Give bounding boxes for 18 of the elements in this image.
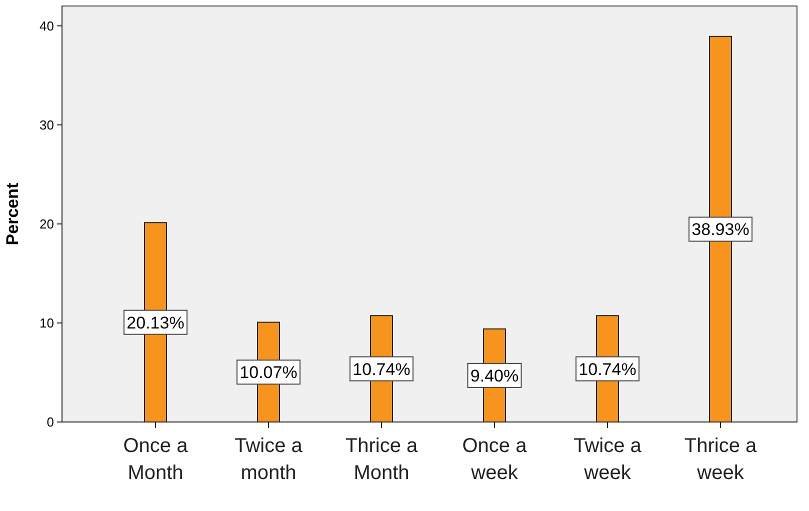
y-axis-title: Percent <box>3 182 22 246</box>
y-tick-label: 20 <box>40 216 54 232</box>
x-tick-label: Thrice a Month <box>345 435 418 484</box>
y-tick-label: 30 <box>40 117 54 132</box>
data-label: 10.07% <box>240 363 298 382</box>
x-tick-label: Twice a week <box>574 435 642 484</box>
x-tick-label: Once a Month <box>123 435 189 484</box>
y-tick-label: 0 <box>46 414 54 430</box>
data-label: 10.74% <box>578 360 636 379</box>
y-tick-label: 10 <box>40 316 54 330</box>
x-tick-label: Thrice a week <box>684 435 758 484</box>
data-label: 9.40% <box>470 366 519 386</box>
y-tick-label: 40 <box>40 18 54 34</box>
x-tick-label: Once a week <box>462 435 528 484</box>
x-tick-label: Twice a month <box>234 435 304 484</box>
data-label: 38.93% <box>692 220 750 240</box>
data-label: 20.13% <box>126 313 184 332</box>
data-label: 10.74% <box>352 360 410 379</box>
